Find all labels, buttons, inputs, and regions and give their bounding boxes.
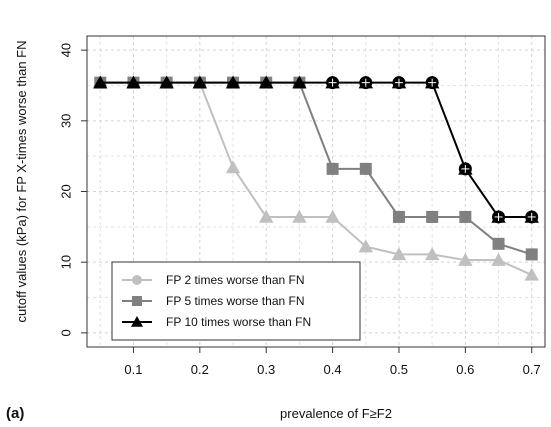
y-axis-title: cutoff values (kPa) for FP X-times worse… bbox=[14, 40, 29, 322]
legend-label: FP 5 times worse than FN bbox=[166, 294, 305, 308]
panel-label: (a) bbox=[6, 405, 24, 422]
y-tick-label: 0 bbox=[58, 329, 73, 336]
y-tick-label: 40 bbox=[58, 43, 73, 57]
point-triangle bbox=[192, 75, 208, 89]
point-triangle bbox=[292, 75, 307, 89]
x-tick-label: 0.6 bbox=[456, 362, 474, 377]
point-triangle bbox=[93, 75, 108, 89]
point-triangle bbox=[325, 209, 340, 223]
x-tick-label: 0.5 bbox=[390, 362, 408, 377]
point-triangle bbox=[131, 316, 143, 327]
y-axis: 0 10 20 30 40 bbox=[58, 43, 87, 336]
point-square bbox=[525, 248, 538, 261]
point-triangle bbox=[259, 209, 274, 223]
point-square bbox=[392, 210, 405, 223]
point-triangle bbox=[159, 75, 174, 89]
x-tick-label: 0.3 bbox=[257, 362, 275, 377]
point-triangle bbox=[424, 247, 440, 261]
point-triangle bbox=[458, 252, 473, 266]
legend: FP 2 times worse than FN FP 5 times worse… bbox=[111, 261, 361, 341]
point-circle bbox=[132, 275, 142, 285]
series-line bbox=[100, 81, 532, 218]
point-square bbox=[492, 237, 505, 250]
point-triangle bbox=[259, 75, 274, 89]
point-triangle bbox=[225, 160, 241, 174]
series-layer bbox=[93, 75, 539, 281]
point-triangle bbox=[225, 75, 241, 89]
y-tick-label: 10 bbox=[58, 255, 73, 269]
legend-box bbox=[111, 261, 361, 341]
x-axis-title: prevalence of F≥F2 bbox=[280, 406, 392, 421]
y-tick-label: 30 bbox=[58, 114, 73, 128]
point-triangle bbox=[391, 247, 407, 261]
point-square bbox=[132, 296, 142, 306]
point-square bbox=[326, 162, 339, 175]
legend-label: FP 2 times worse than FN bbox=[166, 273, 305, 287]
point-triangle bbox=[358, 239, 373, 253]
x-tick-label: 0.2 bbox=[191, 362, 209, 377]
x-tick-label: 0.4 bbox=[324, 362, 342, 377]
x-axis: 0.1 0.2 0.3 0.4 0.5 0.6 0.7 bbox=[124, 347, 541, 377]
point-triangle bbox=[524, 267, 539, 281]
y-tick-label: 20 bbox=[58, 184, 73, 198]
point-triangle bbox=[491, 252, 506, 266]
x-tick-label: 0.1 bbox=[124, 362, 142, 377]
point-square bbox=[426, 210, 439, 223]
point-square bbox=[359, 162, 372, 175]
x-tick-label: 0.7 bbox=[523, 362, 541, 377]
point-square bbox=[459, 210, 472, 223]
point-triangle bbox=[126, 75, 141, 89]
point-triangle bbox=[292, 209, 307, 223]
legend-label: FP 10 times worse than FN bbox=[166, 315, 311, 329]
